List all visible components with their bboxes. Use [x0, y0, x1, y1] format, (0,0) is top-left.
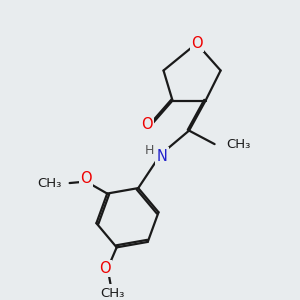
- Text: N: N: [157, 148, 167, 164]
- Text: O: O: [141, 117, 153, 132]
- Text: O: O: [191, 36, 203, 51]
- Text: CH₃: CH₃: [100, 287, 124, 300]
- Text: O: O: [80, 171, 92, 186]
- Text: CH₃: CH₃: [226, 138, 251, 151]
- Text: O: O: [99, 261, 110, 276]
- Text: CH₃: CH₃: [38, 176, 62, 190]
- Text: H: H: [144, 144, 154, 157]
